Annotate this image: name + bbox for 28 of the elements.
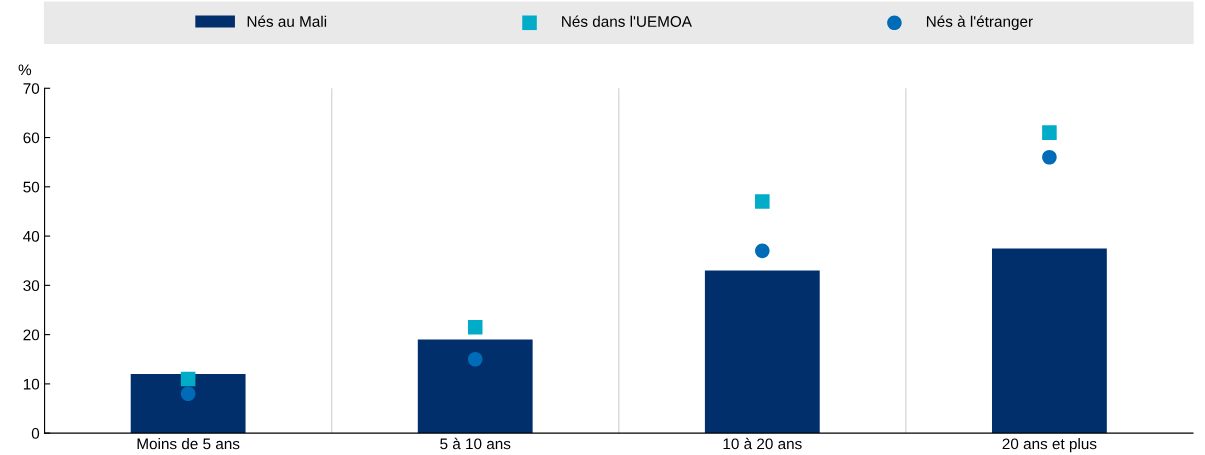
y-tick-label: 50 — [23, 181, 40, 193]
y-tick-label: 60 — [23, 132, 40, 144]
y-tick-label: 10 — [23, 378, 40, 390]
point — [467, 319, 483, 335]
y-tick-label: 30 — [23, 280, 40, 292]
y-tick-label: 20 — [23, 329, 40, 341]
x-tick-label: 5 à 10 ans — [440, 437, 511, 450]
point — [755, 194, 770, 209]
bar — [991, 248, 1107, 434]
y-tick-label: 70 — [23, 83, 40, 94]
y-tick-label: 40 — [23, 230, 40, 242]
legend-label: Nés au Mali — [247, 15, 327, 27]
point — [1042, 125, 1057, 140]
x-tick-label: 20 ans et plus — [1002, 438, 1097, 453]
legend-label: Nés à l'étranger — [926, 15, 1033, 30]
bar — [417, 339, 533, 434]
point — [1042, 149, 1057, 165]
y-tick-label: 0 — [31, 428, 40, 439]
point — [467, 351, 483, 367]
point — [755, 243, 770, 259]
bar — [130, 374, 246, 434]
bar — [704, 270, 820, 434]
x-tick-label: Moins de 5 ans — [137, 438, 240, 450]
y-axis-title: % — [18, 64, 32, 76]
x-tick-label: 10 à 20 ans — [723, 437, 802, 450]
point — [180, 386, 196, 402]
legend-label: Nés dans l'UEMOA — [562, 15, 692, 27]
point — [180, 371, 196, 387]
